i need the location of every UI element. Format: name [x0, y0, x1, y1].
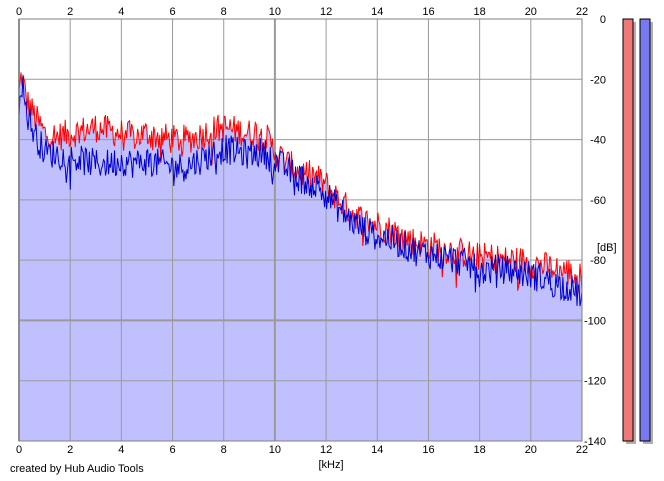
y-tick-label: -100 [584, 315, 606, 327]
y-tick-label: -80 [590, 255, 606, 267]
x-tick-label-bottom: 4 [118, 444, 124, 456]
x-tick-label-bottom: 2 [67, 444, 73, 456]
y-tick-label: -140 [584, 436, 606, 448]
y-tick-label: -40 [590, 135, 606, 147]
x-tick-label-top: 4 [118, 6, 124, 18]
x-tick-label-top: 16 [422, 6, 434, 18]
x-tick-label-top: 8 [221, 6, 227, 18]
y-axis-label: [dB] [597, 242, 617, 254]
spectrum-fill-layer [19, 72, 582, 442]
x-axis-label: [kHz] [318, 459, 343, 471]
x-tick-label-top: 18 [474, 6, 486, 18]
series-line-blue [18, 76, 583, 307]
x-tick-label-top: 22 [576, 6, 588, 18]
credit-text: created by Hub Audio Tools [10, 463, 144, 475]
level-meters [622, 18, 653, 444]
x-tick-label-top: 0 [16, 6, 22, 18]
x-tick-label-bottom: 20 [525, 444, 537, 456]
y-tick-label: -120 [584, 376, 606, 388]
x-tick-label-bottom: 0 [16, 444, 22, 456]
x-tick-label-bottom: 22 [576, 444, 588, 456]
x-tick-label-bottom: 6 [169, 444, 175, 456]
series-layer [18, 72, 583, 307]
spectrum-area-fill [19, 72, 582, 442]
x-tick-label-top: 14 [371, 6, 383, 18]
y-tick-label: 0 [600, 14, 606, 26]
axis-layer: 002244668810101212141416161818202022220-… [16, 6, 606, 456]
x-tick-label-top: 6 [169, 6, 175, 18]
y-tick-label: -60 [590, 195, 606, 207]
x-tick-label-top: 10 [269, 6, 281, 18]
x-tick-label-bottom: 14 [371, 444, 383, 456]
level-meter-bar [639, 18, 651, 442]
x-tick-label-top: 2 [67, 6, 73, 18]
x-tick-label-bottom: 18 [474, 444, 486, 456]
x-tick-label-bottom: 10 [269, 444, 281, 456]
y-tick-label: -20 [590, 74, 606, 86]
x-tick-label-bottom: 12 [320, 444, 332, 456]
x-tick-label-top: 20 [525, 6, 537, 18]
x-tick-label-bottom: 16 [422, 444, 434, 456]
x-tick-label-top: 12 [320, 6, 332, 18]
level-meter-bar [622, 18, 634, 442]
x-tick-label-bottom: 8 [221, 444, 227, 456]
plot-frame [18, 18, 583, 442]
